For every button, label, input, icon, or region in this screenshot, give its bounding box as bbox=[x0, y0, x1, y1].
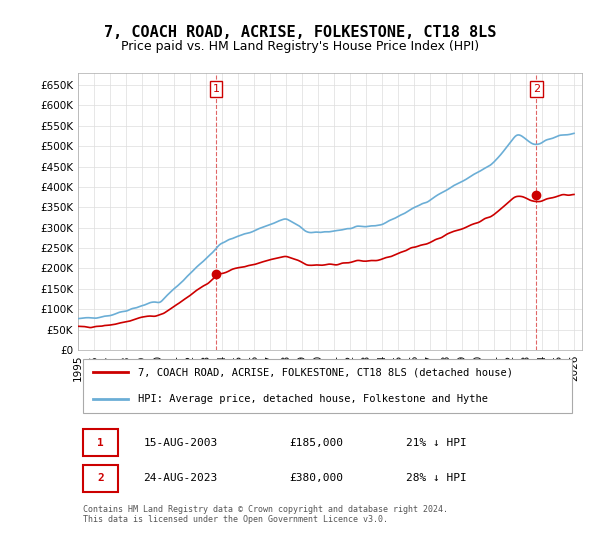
Text: £380,000: £380,000 bbox=[290, 473, 344, 483]
FancyBboxPatch shape bbox=[83, 465, 118, 492]
Text: Price paid vs. HM Land Registry's House Price Index (HPI): Price paid vs. HM Land Registry's House … bbox=[121, 40, 479, 53]
Text: 1: 1 bbox=[97, 438, 104, 448]
Text: 28% ↓ HPI: 28% ↓ HPI bbox=[406, 473, 466, 483]
Text: 15-AUG-2003: 15-AUG-2003 bbox=[143, 438, 218, 448]
FancyBboxPatch shape bbox=[83, 358, 572, 413]
Text: £185,000: £185,000 bbox=[290, 438, 344, 448]
Text: 1: 1 bbox=[212, 84, 220, 94]
Text: 2: 2 bbox=[97, 473, 104, 483]
FancyBboxPatch shape bbox=[83, 429, 118, 456]
Text: HPI: Average price, detached house, Folkestone and Hythe: HPI: Average price, detached house, Folk… bbox=[139, 394, 488, 404]
Text: 7, COACH ROAD, ACRISE, FOLKESTONE, CT18 8LS (detached house): 7, COACH ROAD, ACRISE, FOLKESTONE, CT18 … bbox=[139, 367, 514, 377]
Text: 2: 2 bbox=[533, 84, 540, 94]
Text: 7, COACH ROAD, ACRISE, FOLKESTONE, CT18 8LS: 7, COACH ROAD, ACRISE, FOLKESTONE, CT18 … bbox=[104, 25, 496, 40]
Text: 21% ↓ HPI: 21% ↓ HPI bbox=[406, 438, 466, 448]
Text: 24-AUG-2023: 24-AUG-2023 bbox=[143, 473, 218, 483]
Text: Contains HM Land Registry data © Crown copyright and database right 2024.
This d: Contains HM Land Registry data © Crown c… bbox=[83, 505, 448, 524]
